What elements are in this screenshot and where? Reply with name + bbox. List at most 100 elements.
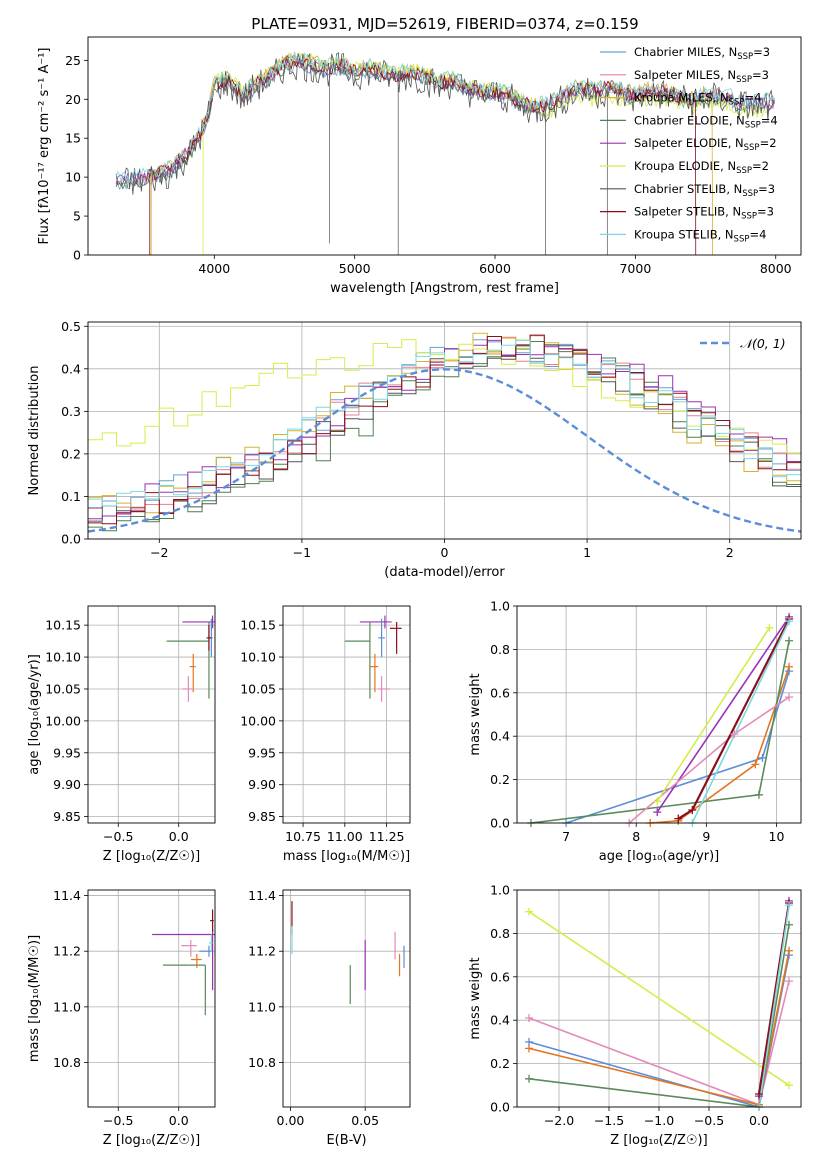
panel-mass_vs_ebv: 0.00 0.05 10.8 11.0 11.2 11.4 E(B-V) [248,888,410,1148]
y-tick-label: 0.8 [490,642,510,657]
legend-label: Kroupa ELODIE, NSSP=2 [634,159,769,176]
x-tick-label: 1 [583,545,591,560]
panel-mass_weight_vs_age: 7 8 9 10 0.0 0.2 0.4 0.6 0.8 1.0 age [log₁₀(age/yr… [468,599,801,865]
x-axis-label: Z [log₁₀(Z/Z☉)] [610,1133,707,1148]
y-tick-label: 0.5 [61,319,81,334]
y-tick-label: 9.90 [53,777,81,792]
panel-mass_weight_vs_z: −2.0 −1.5 −1.0 −0.5 0.0 0.0 0.2 0.4 0.6 0.8 1.0 Z [… [468,883,801,1149]
y-tick-label: 10.15 [45,618,81,633]
y-tick-label: 0.6 [490,685,510,700]
y-tick-label: 10.10 [45,650,81,665]
y-tick-label: 11.2 [53,944,81,959]
y-tick-label: 0.1 [61,489,81,504]
x-axis-label: mass [log₁₀(M/M☉)] [283,849,410,864]
x-tick-label: −0.5 [103,1113,133,1128]
mass-weight-marker [785,637,793,645]
y-tick-label: 11.2 [248,944,276,959]
mass-weight-marker [785,947,793,955]
y-tick-label: 15 [65,131,81,146]
panel-age_vs_z: −0.5 0.09.859.909.9510.0010.0510.1010.15Z… [27,606,215,864]
x-tick-label: 9 [702,829,710,844]
y-axis-label: mass [log₁₀(M/M☉)] [27,935,42,1062]
x-tick-label: 0.0 [169,829,189,844]
y-tick-label: 11.4 [53,888,81,903]
x-tick-label: 0.00 [277,1113,305,1128]
plot-area [116,52,775,255]
y-tick-label: 0.4 [490,729,510,744]
y-axis-label: mass weight [468,957,483,1039]
y-tick-label: 11.4 [248,888,276,903]
mass-weight-marker [785,663,793,671]
x-tick-label: 10 [769,829,785,844]
y-tick-label: 9.85 [53,809,81,824]
mass-weight-line-mw_blue [566,671,789,823]
x-tick-label: −0.5 [103,829,133,844]
mass-weight-marker [653,808,661,816]
y-tick-label: 0.0 [61,532,81,547]
axes-frame [88,606,215,823]
y-tick-label: 9.95 [53,745,81,760]
plot-area [283,606,410,823]
y-axis-label: Normed distribution [27,366,42,496]
y-tick-label: 10.15 [240,618,276,633]
y-tick-label: 9.90 [248,777,276,792]
x-axis-label: age [log₁₀(age/yr)] [599,849,720,864]
legend-label: Salpeter MILES, NSSP=3 [634,68,769,85]
plot-area [283,890,410,1107]
mass-weight-line-mw_cyan [692,621,789,823]
panel-mass_vs_z: −0.5 0.0 10.8 11.0 11.2 11.4 Z [log₁₀(Z/Z☉)] ma… [27,888,215,1148]
panel-age_vs_mass: 10.75 11.00 11.259.859.909.9510.0010.0510.… [240,606,410,864]
y-tick-label: 0.0 [490,1100,510,1115]
plot-area [88,890,215,1107]
plot-area [517,890,801,1107]
x-tick-label: −1 [293,545,311,560]
chart-layer: 4000 5000 6000 7000 80000510152025wavelength… [27,37,801,1148]
x-tick-label: 7 [562,829,570,844]
y-tick-label: 20 [65,92,81,107]
x-tick-label: 2 [726,545,734,560]
x-tick-label: −2.0 [544,1113,574,1128]
plot-area [88,322,801,539]
plot-area [88,606,215,823]
x-axis-label: wavelength [Angstrom, rest frame] [330,281,559,296]
y-tick-label: 9.95 [248,745,276,760]
y-axis-label: age [log₁₀(age/yr)] [27,654,42,775]
spectrum-series-kroupa_elodie [203,53,767,255]
panel-spectrum: 4000 5000 6000 7000 80000510152025wavelength… [37,37,801,296]
y-tick-label: 10.8 [248,1055,276,1070]
legend-label: Chabrier STELIB, NSSP=3 [634,182,775,199]
legend-label: Chabrier MILES, NSSP=3 [634,45,770,62]
y-axis-label: mass weight [468,673,483,755]
mass-weight-marker [525,1075,533,1083]
y-tick-label: 11.0 [53,999,81,1014]
x-axis-label: Z [log₁₀(Z/Z☉)] [103,849,200,864]
x-tick-label: 4000 [198,261,230,276]
axes-frame [283,890,410,1107]
mass-weight-line-mw_yellow [657,628,769,802]
y-tick-label: 0.0 [490,816,510,831]
legend-label: 𝒩(0, 1) [740,336,786,351]
y-tick-label: 1.0 [490,599,510,614]
y-tick-label: 0.2 [490,1056,510,1071]
y-tick-label: 0 [73,248,81,263]
y-tick-label: 10 [65,170,81,185]
y-tick-label: 0.8 [490,926,510,941]
x-tick-label: 0 [441,545,449,560]
spectrum-series-kroupa_miles [151,53,712,255]
y-tick-label: 0.2 [61,446,81,461]
x-tick-label: 8 [632,829,640,844]
x-tick-label: 0.0 [749,1113,769,1128]
x-tick-label: 7000 [619,261,651,276]
legend-label: Kroupa STELIB, NSSP=4 [634,227,766,244]
x-tick-label: −1.0 [644,1113,674,1128]
y-tick-label: 10.05 [240,681,276,696]
mass-weight-marker [525,1044,533,1052]
figure: PLATE=0931, MJD=52619, FIBERID=0374, z=0… [0,0,819,1170]
y-tick-label: 25 [65,53,81,68]
y-tick-label: 5 [73,209,81,224]
x-tick-label: 11.25 [369,829,405,844]
y-axis-label: Flux [fλ10⁻¹⁷ erg cm⁻² s⁻¹ A⁻¹] [37,48,52,245]
y-tick-label: 10.10 [240,650,276,665]
legend-label: Salpeter STELIB, NSSP=3 [634,205,774,222]
y-tick-label: 0.3 [61,404,81,419]
